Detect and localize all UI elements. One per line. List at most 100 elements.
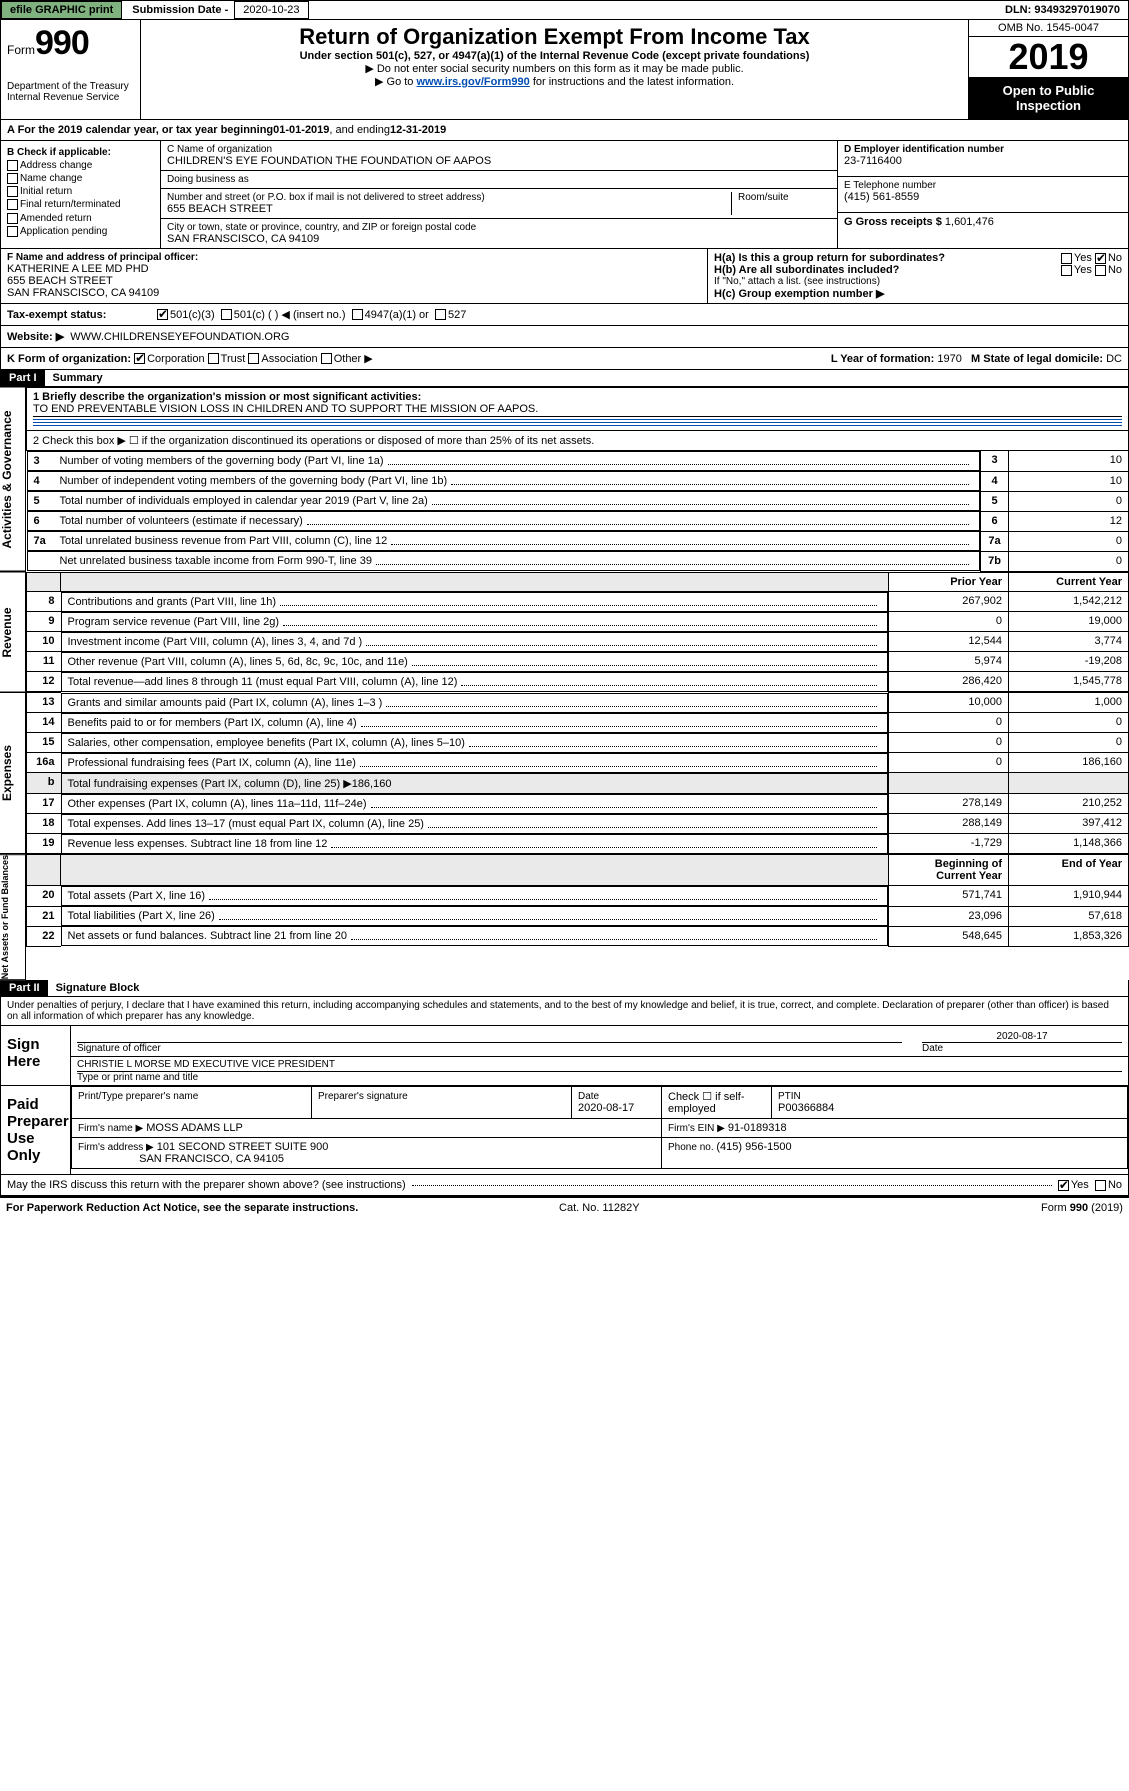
officer-print-name: CHRISTIE L MORSE MD EXECUTIVE VICE PRESI… [77, 1059, 1122, 1072]
table-row: 19Revenue less expenses. Subtract line 1… [27, 834, 1129, 854]
ein-value: 23-7116400 [844, 155, 1122, 167]
chk-4947[interactable] [352, 309, 363, 320]
form-header: Form990 Department of the Treasury Inter… [0, 20, 1129, 120]
table-row: 22Net assets or fund balances. Subtract … [27, 926, 1129, 946]
table-row: 11Other revenue (Part VIII, column (A), … [27, 652, 1129, 672]
form990-link[interactable]: www.irs.gov/Form990 [416, 76, 529, 88]
part-i-header: Part ISummary [0, 370, 1129, 387]
chk-501c[interactable] [221, 309, 232, 320]
form-prefix: Form [7, 43, 35, 57]
hb-label: H(b) Are all subordinates included? [714, 264, 899, 276]
officer-addr1: 655 BEACH STREET [7, 275, 701, 287]
firm-addr1: 101 SECOND STREET SUITE 900 [157, 1141, 329, 1153]
jurat-text: Under penalties of perjury, I declare th… [1, 997, 1128, 1025]
line-i-tax-exempt: Tax-exempt status: 501(c)(3) 501(c) ( ) … [0, 304, 1129, 326]
chk-discuss-no[interactable] [1095, 1180, 1106, 1191]
chk-trust[interactable] [208, 353, 219, 364]
open-to-public: Open to Public Inspection [969, 77, 1128, 119]
dln-label: DLN: [1005, 4, 1034, 16]
sign-here-label: Sign Here [1, 1026, 71, 1085]
city-state-zip: SAN FRANSCISCO, CA 94109 [167, 233, 831, 245]
room-suite-label: Room/suite [738, 192, 831, 203]
chk-association[interactable] [248, 353, 259, 364]
box-f-label: F Name and address of principal officer: [7, 252, 701, 263]
table-row: 4Number of independent voting members of… [27, 471, 1129, 491]
line-j-website: Website: ▶ WWW.CHILDRENSEYEFOUNDATION.OR… [0, 326, 1129, 348]
porm-number: 990 [35, 24, 89, 62]
mission-text: TO END PREVENTABLE VISION LOSS IN CHILDR… [33, 403, 1122, 417]
instr-goto-pre: ▶ Go to [375, 76, 416, 88]
table-row: 15Salaries, other compensation, employee… [27, 733, 1129, 753]
table-row: 9Program service revenue (Part VIII, lin… [27, 612, 1129, 632]
table-row: 13Grants and similar amounts paid (Part … [27, 693, 1129, 713]
box-d-label: D Employer identification number [844, 144, 1122, 155]
chk-501c3[interactable] [157, 309, 168, 320]
box-c-label: C Name of organization [167, 144, 831, 155]
paid-preparer-label: Paid Preparer Use Only [1, 1086, 71, 1174]
table-row: 20Total assets (Part X, line 16)571,7411… [27, 886, 1129, 907]
line-a-tax-year: A For the 2019 calendar year, or tax yea… [0, 120, 1129, 141]
chk-527[interactable] [435, 309, 446, 320]
page-footer: For Paperwork Reduction Act Notice, see … [0, 1196, 1129, 1218]
addr-label: Number and street (or P.O. box if mail i… [167, 192, 731, 203]
irs-label: Internal Revenue Service [7, 92, 134, 103]
summary-expenses-table: 13Grants and similar amounts paid (Part … [26, 692, 1129, 854]
entity-block: B Check if applicable: Address change Na… [0, 141, 1129, 249]
table-row: 3Number of voting members of the governi… [27, 451, 1129, 472]
street-address: 655 BEACH STREET [167, 203, 731, 215]
box-e-label: E Telephone number [844, 180, 1122, 191]
chk-discuss-yes[interactable] [1058, 1180, 1069, 1191]
chk-amended-return[interactable]: Amended return [20, 213, 92, 224]
table-row: 10Investment income (Part VIII, column (… [27, 632, 1129, 652]
form-footer-id: Form 990 (2019) [1041, 1202, 1123, 1214]
submission-date: 2020-10-23 [234, 1, 308, 19]
signature-block: Under penalties of perjury, I declare th… [0, 997, 1129, 1175]
table-row: 7aTotal unrelated business revenue from … [27, 531, 1129, 551]
summary-revenue-table: Prior YearCurrent Year 8Contributions an… [26, 572, 1129, 693]
website-url[interactable]: WWW.CHILDRENSEYEFOUNDATION.ORG [70, 331, 289, 343]
hb-note: If "No," attach a list. (see instruction… [714, 276, 1122, 287]
table-row: 21Total liabilities (Part X, line 26)23,… [27, 906, 1129, 926]
officer-addr2: SAN FRANSCISCO, CA 94109 [7, 287, 701, 299]
year-formation: 1970 [937, 353, 961, 365]
firm-name: MOSS ADAMS LLP [146, 1122, 243, 1134]
line-k-form-org: K Form of organization: Corporation Trus… [0, 348, 1129, 370]
form-title: Return of Organization Exempt From Incom… [149, 24, 960, 50]
table-row: 17Other expenses (Part IX, column (A), l… [27, 794, 1129, 814]
chk-corporation[interactable] [134, 353, 145, 364]
city-label: City or town, state or province, country… [167, 222, 831, 233]
table-row: bTotal fundraising expenses (Part IX, co… [27, 773, 1129, 794]
chk-name-change[interactable]: Name change [20, 173, 82, 184]
side-revenue: Revenue [0, 572, 26, 693]
hc-label: H(c) Group exemption number ▶ [714, 287, 1122, 300]
table-row: 5Total number of individuals employed in… [27, 491, 1129, 511]
ha-label: H(a) Is this a group return for subordin… [714, 252, 945, 264]
chk-other[interactable] [321, 353, 332, 364]
table-row: Net unrelated business taxable income fr… [27, 551, 1129, 571]
firm-phone: (415) 956-1500 [716, 1141, 791, 1153]
phone-value: (415) 561-8559 [844, 191, 1122, 203]
side-expenses: Expenses [0, 692, 26, 854]
state-domicile: DC [1106, 353, 1122, 365]
officer-name: KATHERINE A LEE MD PHD [7, 263, 701, 275]
chk-final-return[interactable]: Final return/terminated [20, 200, 121, 211]
box-g-label: G Gross receipts $ [844, 216, 945, 228]
tax-year: 2019 [969, 37, 1128, 77]
table-row: 16aProfessional fundraising fees (Part I… [27, 753, 1129, 773]
gross-receipts: 1,601,476 [945, 216, 994, 228]
chk-application-pending[interactable]: Application pending [20, 226, 107, 237]
chk-address-change[interactable]: Address change [20, 160, 92, 171]
form-subtitle: Under section 501(c), 527, or 4947(a)(1)… [149, 50, 960, 62]
instr-no-ssn: ▶ Do not enter social security numbers o… [149, 62, 960, 75]
table-row: 6Total number of volunteers (estimate if… [27, 511, 1129, 531]
top-toolbar: efile GRAPHIC print Submission Date - 20… [0, 0, 1129, 20]
officer-group-block: F Name and address of principal officer:… [0, 249, 1129, 304]
omb-number: OMB No. 1545-0047 [969, 20, 1128, 37]
ptin-value: P00366884 [778, 1102, 834, 1114]
submission-label: Submission Date - [126, 2, 234, 18]
efile-print-button[interactable]: efile GRAPHIC print [1, 1, 122, 19]
box-b-checkboxes: B Check if applicable: Address change Na… [1, 141, 161, 248]
instr-goto-post: for instructions and the latest informat… [530, 76, 734, 88]
summary-governance-table: 1 Briefly describe the organization's mi… [26, 387, 1129, 572]
chk-initial-return[interactable]: Initial return [20, 186, 72, 197]
